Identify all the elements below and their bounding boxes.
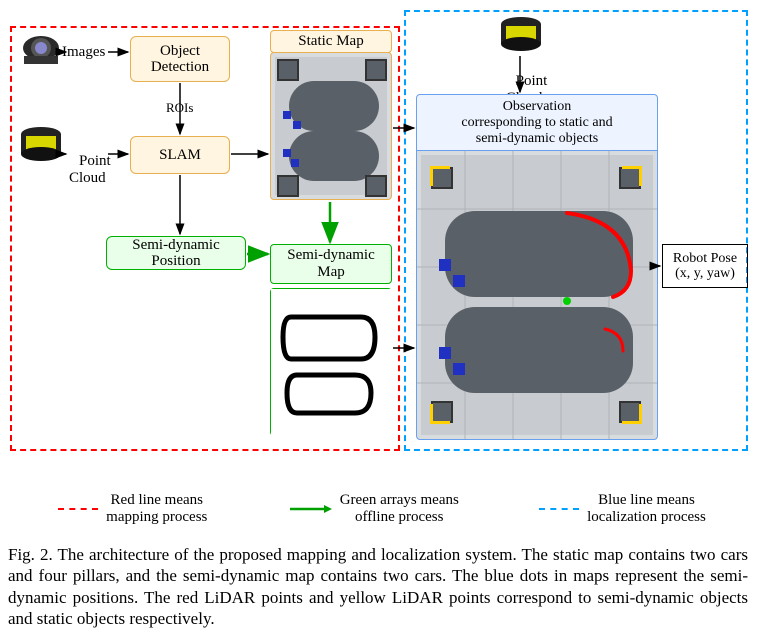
observation-title: Observation corresponding to static and … [416,94,658,152]
legend-blue: Blue line means localization process [539,492,706,526]
static-map-panel [270,52,392,200]
robot-pose-box: Robot Pose (x, y, yaw) [662,244,748,288]
pc1-text: Point Cloud [69,153,111,186]
semi-dynamic-position-box: Semi-dynamic Position [106,236,246,270]
observation-map-panel [416,150,658,440]
architecture-diagram: Images Point Cloud Point Cloud ROIs Obje… [8,8,756,488]
legend-blue-text: Blue line means localization process [587,492,706,526]
legend-green: Green arrays means offline process [288,492,459,526]
images-text: Images [62,44,105,60]
lidar-icon-1 [18,126,64,171]
legend-green-text: Green arrays means offline process [340,492,459,526]
lidar-icon-2 [498,16,544,61]
images-label: Images [62,44,105,61]
static-map-title: Static Map [270,30,392,53]
legend-red-text: Red line means mapping process [106,492,207,526]
point-cloud-1-label: Point Cloud [64,136,111,204]
rois-label: ROIs [166,100,193,116]
semi-dynamic-map-panel [270,288,392,436]
figure-caption: Fig. 2. The architecture of the proposed… [8,544,748,629]
camera-icon [18,34,64,73]
semi-map-title: Semi-dynamic Map [270,244,392,284]
rois-text: ROIs [166,100,193,115]
object-detection-box: Object Detection [130,36,230,82]
legend-red: Red line means mapping process [58,492,207,526]
slam-box: SLAM [130,136,230,174]
legend: Red line means mapping process Green arr… [8,492,756,526]
